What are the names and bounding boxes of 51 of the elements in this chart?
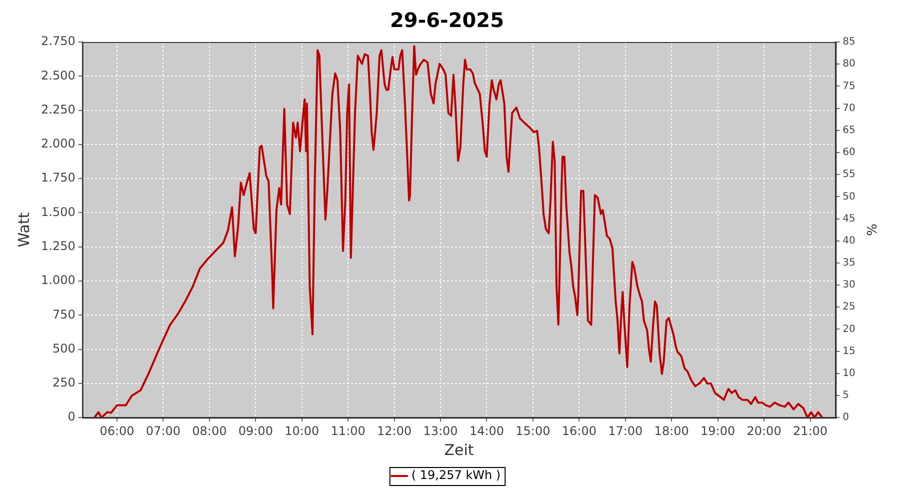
x-axis-title: Zeit bbox=[444, 440, 474, 459]
x-tick-label: 11:00 bbox=[330, 424, 366, 438]
y2-tick-label: 30 bbox=[842, 280, 856, 291]
y2-tick-label: 65 bbox=[842, 124, 856, 136]
y2-tick-label: 0 bbox=[842, 412, 850, 424]
x-tick-label: 21:00 bbox=[792, 424, 828, 438]
y2-tick-label: 25 bbox=[842, 302, 856, 313]
x-tick-label: 10:00 bbox=[284, 424, 320, 438]
y-tick-label: 2.750 bbox=[40, 34, 76, 48]
y2-tick-label: 60 bbox=[842, 147, 856, 158]
x-tick-label: 14:00 bbox=[469, 424, 504, 438]
y2-tick-label: 40 bbox=[842, 235, 856, 246]
x-tick-label: 09:00 bbox=[238, 424, 273, 438]
x-tick-label: 20:00 bbox=[746, 424, 782, 438]
y2-tick-label: 85 bbox=[842, 36, 856, 48]
x-tick-label: 13:00 bbox=[423, 424, 458, 438]
x-tick-label: 12:00 bbox=[377, 424, 412, 438]
y2-tick-label: 15 bbox=[842, 346, 856, 357]
y-tick-label: 0 bbox=[68, 410, 76, 424]
y2-tick-label: 5 bbox=[842, 390, 850, 402]
y-tick-label: 2.250 bbox=[40, 102, 76, 116]
x-tick-label: 07:00 bbox=[146, 424, 181, 438]
x-tick-label: 15:00 bbox=[516, 424, 550, 438]
legend-label: ( 19,257 kWh ) bbox=[411, 468, 501, 482]
y-axis-title: Watt bbox=[14, 212, 33, 248]
y2-tick-label: 50 bbox=[842, 191, 856, 202]
x-tick-label: 16:00 bbox=[562, 424, 596, 438]
y-tick-label: 1.500 bbox=[40, 204, 76, 219]
x-tick-label: 19:00 bbox=[700, 424, 736, 438]
y-tick-label: 1.000 bbox=[40, 273, 76, 288]
x-tick-label: 06:00 bbox=[100, 424, 134, 438]
y-tick-label: 500 bbox=[52, 341, 76, 356]
y-tick-label: 750 bbox=[52, 307, 76, 322]
y-tick-label: 250 bbox=[52, 376, 76, 390]
y2-tick-label: 75 bbox=[842, 80, 856, 92]
y-tick-label: 2.000 bbox=[40, 136, 76, 151]
chart-title: 29-6-2025 bbox=[390, 8, 504, 32]
y2-tick-label: 70 bbox=[842, 102, 856, 114]
x-tick-label: 08:00 bbox=[192, 424, 227, 438]
y2-tick-label: 35 bbox=[842, 258, 856, 269]
y2-tick-label: 45 bbox=[842, 213, 856, 224]
y2-axis-title: % bbox=[862, 224, 878, 236]
x-tick-label: 17:00 bbox=[608, 424, 643, 438]
y2-tick-label: 55 bbox=[842, 169, 856, 180]
y2-tick-label: 10 bbox=[842, 368, 856, 380]
y-tick-label: 1.750 bbox=[40, 170, 76, 185]
y2-tick-label: 80 bbox=[842, 58, 856, 70]
y-tick-label: 2.500 bbox=[40, 68, 76, 82]
y-tick-label: 1.250 bbox=[40, 239, 76, 253]
y2-tick-label: 20 bbox=[842, 324, 856, 335]
x-tick-label: 18:00 bbox=[654, 424, 689, 438]
